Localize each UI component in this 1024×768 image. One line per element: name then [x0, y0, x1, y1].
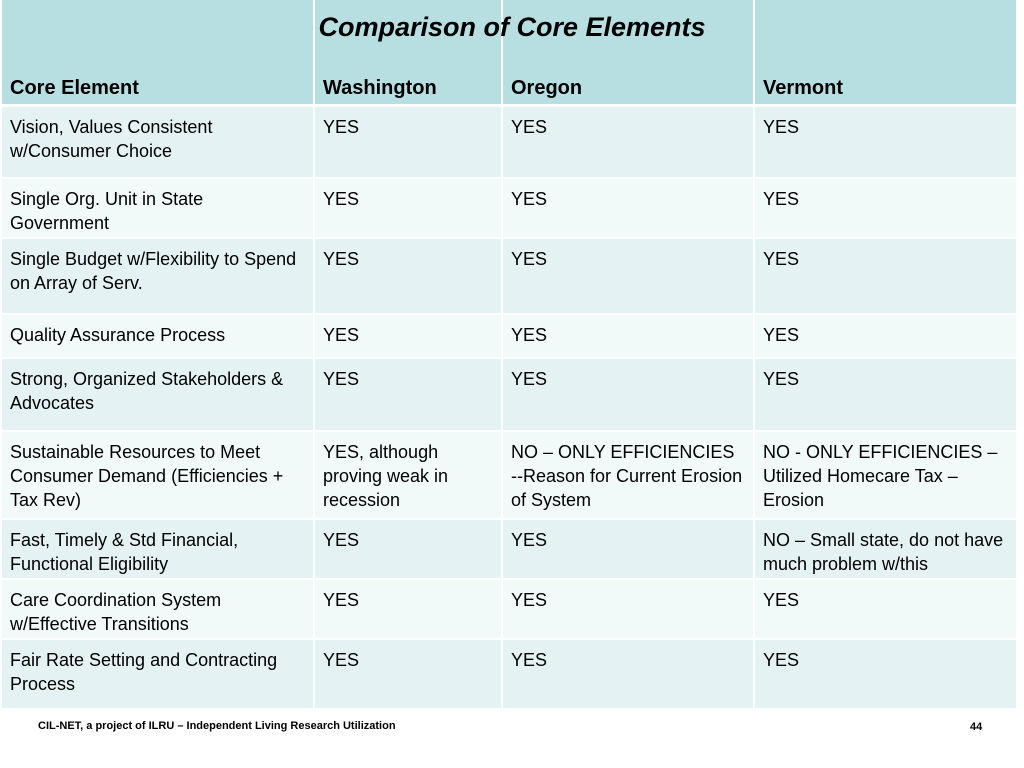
- vermont-cell: YES: [754, 357, 1016, 432]
- core-element-cell: Single Budget w/Flexibility to Spend on …: [2, 237, 315, 315]
- oregon-cell: NO – ONLY EFFICIENCIES --Reason for Curr…: [502, 430, 755, 520]
- washington-cell: YES: [314, 578, 503, 640]
- vermont-cell: YES: [754, 177, 1016, 239]
- core-element-cell: Sustainable Resources to Meet Consumer D…: [2, 430, 315, 520]
- oregon-cell: YES: [502, 177, 755, 239]
- washington-cell: YES: [314, 237, 503, 315]
- oregon-cell: YES: [502, 237, 755, 315]
- vermont-cell: NO – Small state, do not have much probl…: [754, 518, 1016, 580]
- washington-cell: YES: [314, 177, 503, 239]
- vermont-cell: YES: [754, 105, 1016, 179]
- oregon-cell: YES: [502, 313, 755, 359]
- table-row: Fair Rate Setting and Contracting Proces…: [2, 638, 1016, 710]
- washington-cell: YES: [314, 518, 503, 580]
- table-header-row: Core Element Washington Oregon Vermont: [2, 0, 1016, 107]
- core-element-cell: Strong, Organized Stakeholders & Advocat…: [2, 357, 315, 432]
- washington-cell: YES: [314, 313, 503, 359]
- washington-cell: YES: [314, 638, 503, 710]
- table-row: Quality Assurance Process YES YES YES: [2, 313, 1016, 359]
- core-element-cell: Vision, Values Consistent w/Consumer Cho…: [2, 105, 315, 179]
- core-element-cell: Care Coordination System w/Effective Tra…: [2, 578, 315, 640]
- core-element-cell: Fair Rate Setting and Contracting Proces…: [2, 638, 315, 710]
- header-vermont: Vermont: [754, 0, 1016, 107]
- table-row: Strong, Organized Stakeholders & Advocat…: [2, 357, 1016, 432]
- page-number: 44: [970, 721, 983, 733]
- washington-cell: YES: [314, 357, 503, 432]
- oregon-cell: YES: [502, 357, 755, 432]
- footer-credit: CIL-NET, a project of ILRU – Independent…: [38, 720, 396, 732]
- oregon-cell: YES: [502, 578, 755, 640]
- table-row: Single Org. Unit in State Government YES…: [2, 177, 1016, 239]
- table-row: Single Budget w/Flexibility to Spend on …: [2, 237, 1016, 315]
- vermont-cell: NO - ONLY EFFICIENCIES – Utilized Homeca…: [754, 430, 1016, 520]
- slide-title: Comparison of Core Elements: [318, 12, 706, 42]
- core-element-cell: Fast, Timely & Std Financial, Functional…: [2, 518, 315, 580]
- oregon-cell: YES: [502, 518, 755, 580]
- vermont-cell: YES: [754, 313, 1016, 359]
- header-core-element: Core Element: [2, 0, 315, 107]
- vermont-cell: YES: [754, 237, 1016, 315]
- header-washington: Washington: [314, 0, 503, 107]
- table-row: Care Coordination System w/Effective Tra…: [2, 578, 1016, 640]
- table-row: Sustainable Resources to Meet Consumer D…: [2, 430, 1016, 520]
- washington-cell: YES, although proving weak in recession: [314, 430, 503, 520]
- vermont-cell: YES: [754, 578, 1016, 640]
- core-element-cell: Quality Assurance Process: [2, 313, 315, 359]
- core-element-cell: Single Org. Unit in State Government: [2, 177, 315, 239]
- washington-cell: YES: [314, 105, 503, 179]
- table-row: Vision, Values Consistent w/Consumer Cho…: [2, 105, 1016, 179]
- vermont-cell: YES: [754, 638, 1016, 710]
- header-oregon: Oregon: [502, 0, 755, 107]
- comparison-table: Core Element Washington Oregon Vermont V…: [2, 0, 1016, 710]
- table-row: Fast, Timely & Std Financial, Functional…: [2, 518, 1016, 580]
- oregon-cell: YES: [502, 105, 755, 179]
- oregon-cell: YES: [502, 638, 755, 710]
